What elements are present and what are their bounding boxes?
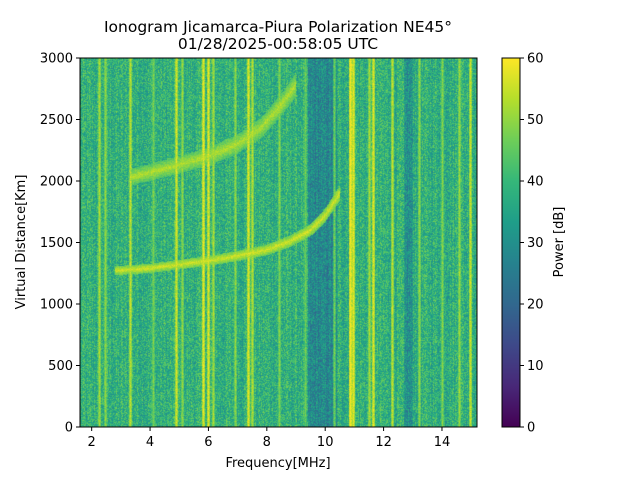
x-tick-label: 14 — [434, 435, 451, 450]
chart-subtitle: 01/28/2025-00:58:05 UTC — [178, 35, 378, 53]
x-tick-label: 4 — [146, 435, 154, 450]
x-axis-label: Frequency[MHz] — [225, 456, 330, 471]
colorbar-tick-label: 0 — [527, 421, 535, 436]
x-axis: 2 4 6 8 10 12 14 — [88, 427, 451, 450]
colorbar-tick-label: 10 — [527, 359, 544, 374]
colorbar-label: Power [dB] — [552, 207, 567, 278]
heatmap-image — [80, 58, 477, 427]
colorbar-ticks: 0 10 20 30 40 50 60 — [520, 52, 544, 436]
y-tick-label: 3000 — [40, 52, 73, 67]
colorbar-gradient — [502, 58, 520, 427]
x-tick-label: 6 — [204, 435, 212, 450]
plot-area — [79, 57, 478, 428]
chart-title: Ionogram Jicamarca-Piura Polarization NE… — [104, 18, 452, 36]
y-tick-label: 500 — [48, 359, 73, 374]
y-tick-label: 0 — [65, 421, 73, 436]
x-tick-label: 10 — [317, 435, 334, 450]
y-tick-label: 2500 — [40, 113, 73, 128]
y-tick-label: 1500 — [40, 236, 73, 251]
colorbar-tick-label: 30 — [527, 236, 544, 251]
colorbar-tick-label: 20 — [527, 298, 544, 313]
y-axis-label: Virtual Distance[Km] — [14, 175, 29, 310]
colorbar: 0 10 20 30 40 50 60 Power [dB] — [501, 52, 567, 436]
colorbar-tick-label: 50 — [527, 113, 544, 128]
x-tick-label: 12 — [375, 435, 392, 450]
colorbar-tick-label: 40 — [527, 175, 544, 190]
y-tick-label: 2000 — [40, 175, 73, 190]
y-tick-label: 1000 — [40, 298, 73, 313]
colorbar-tick-label: 60 — [527, 52, 544, 67]
x-tick-label: 8 — [263, 435, 271, 450]
y-axis: 0 500 1000 1500 2000 2500 3000 — [40, 52, 80, 436]
x-tick-label: 2 — [88, 435, 96, 450]
